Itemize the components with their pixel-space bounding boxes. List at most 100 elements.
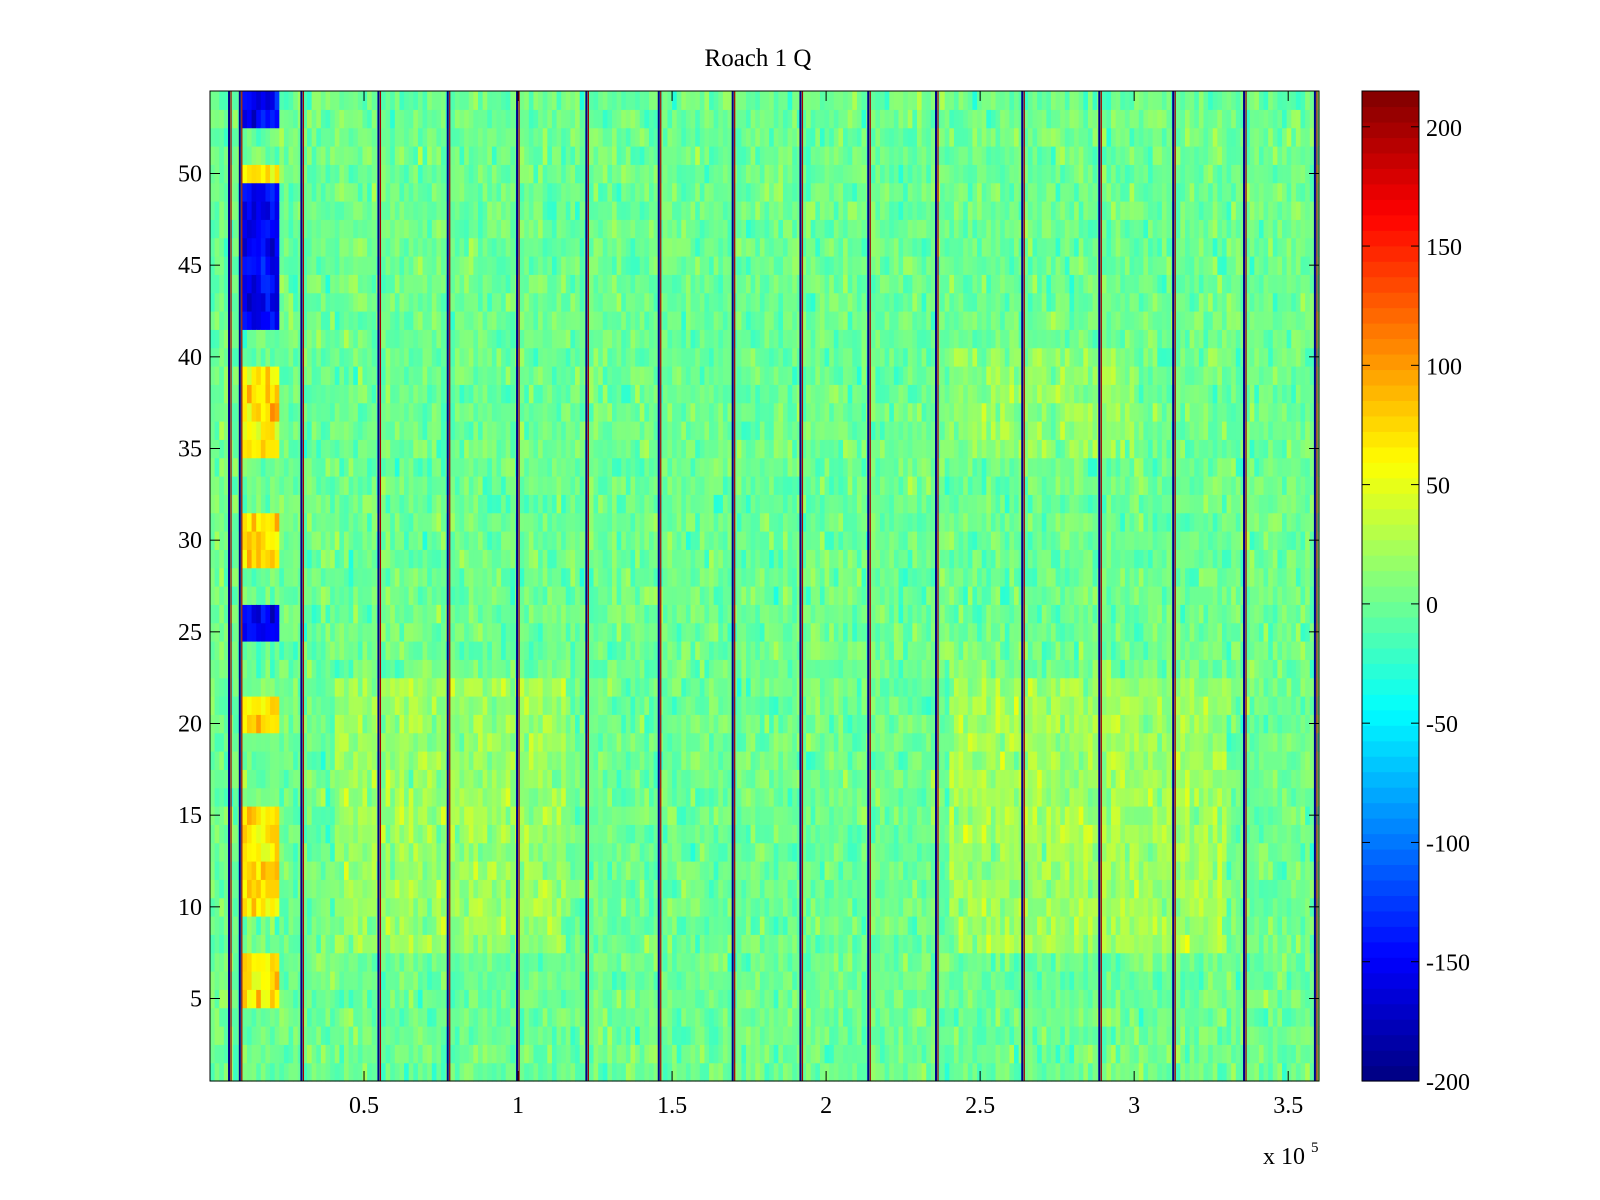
heatmap-cell xyxy=(357,1007,364,1027)
heatmap-cell xyxy=(362,806,368,825)
heatmap-cell xyxy=(394,384,401,404)
heatmap-cell xyxy=(547,439,553,459)
heatmap-cell xyxy=(602,989,608,1009)
heatmap-cell xyxy=(219,347,225,367)
heatmap-cell xyxy=(579,201,585,220)
heatmap-cell xyxy=(607,897,613,917)
heatmap-cell xyxy=(348,787,354,807)
heatmap-cell xyxy=(575,879,581,899)
heatmap-cell xyxy=(616,311,622,330)
heatmap-cell xyxy=(533,457,539,477)
heatmap-cell xyxy=(288,494,294,514)
heatmap-cell xyxy=(505,714,511,734)
heatmap-cell xyxy=(533,677,539,697)
heatmap-cell xyxy=(621,1062,627,1082)
heatmap-cell xyxy=(330,714,336,734)
heatmap-cell xyxy=(344,787,350,807)
heatmap-cell xyxy=(325,604,331,624)
heatmap-cell xyxy=(233,256,239,275)
heatmap-cell xyxy=(556,402,562,422)
heatmap-cell xyxy=(556,952,562,972)
heatmap-cell xyxy=(288,421,294,440)
heatmap-cell xyxy=(219,604,225,624)
heatmap-cell xyxy=(487,256,493,275)
heatmap-cell xyxy=(371,402,377,422)
heatmap-cell xyxy=(311,916,317,935)
heatmap-cell xyxy=(417,806,424,825)
heatmap-cell xyxy=(612,329,618,349)
heatmap-cell xyxy=(399,934,405,954)
heatmap-cell xyxy=(422,494,428,514)
heatmap-cell xyxy=(478,109,484,129)
heatmap-cell xyxy=(223,311,230,330)
heatmap-cell xyxy=(588,842,595,862)
heatmap-cell xyxy=(431,439,438,459)
heatmap-cell xyxy=(427,292,433,312)
heatmap-cell xyxy=(316,861,322,880)
heatmap-cell xyxy=(260,622,267,642)
heatmap-cell xyxy=(404,256,410,275)
heatmap-cell xyxy=(307,586,313,605)
heatmap-cell xyxy=(547,714,553,734)
heatmap-cell xyxy=(551,127,558,147)
heatmap-cell xyxy=(210,146,216,165)
heatmap-cell xyxy=(464,219,470,239)
heatmap-cell xyxy=(441,952,447,972)
heatmap-cell xyxy=(404,384,410,404)
heatmap-cell xyxy=(297,916,304,935)
heatmap-cell xyxy=(219,201,225,220)
heatmap-cell xyxy=(344,696,350,715)
heatmap-cell xyxy=(450,146,456,165)
heatmap-cell xyxy=(528,201,535,220)
heatmap-cell xyxy=(348,659,354,679)
heatmap-cell xyxy=(556,824,562,844)
heatmap-cell xyxy=(547,146,553,165)
heatmap-cell xyxy=(293,971,299,990)
heatmap-cell xyxy=(274,292,280,312)
heatmap-cell xyxy=(538,586,544,605)
heatmap-cell xyxy=(334,824,340,844)
heatmap-cell xyxy=(422,109,428,129)
heatmap-cell xyxy=(283,329,290,349)
heatmap-cell xyxy=(214,732,220,752)
heatmap-cell xyxy=(635,604,641,624)
heatmap-cell xyxy=(344,127,350,147)
heatmap-cell xyxy=(260,109,267,129)
heatmap-cell xyxy=(436,751,442,770)
heatmap-cell xyxy=(478,714,484,734)
heatmap-cell xyxy=(575,201,581,220)
heatmap-cell xyxy=(454,861,461,880)
heatmap-cell xyxy=(593,659,599,679)
heatmap-cell xyxy=(496,806,502,825)
heatmap-cell xyxy=(427,201,433,220)
heatmap-cell xyxy=(588,879,595,899)
heatmap-cell xyxy=(501,861,507,880)
heatmap-cell xyxy=(223,329,230,349)
heatmap-cell xyxy=(242,714,248,734)
heatmap-cell xyxy=(274,751,280,770)
heatmap-cell xyxy=(612,879,618,899)
heatmap-cell xyxy=(422,402,428,422)
heatmap-cell xyxy=(487,127,493,147)
heatmap-cell xyxy=(556,366,562,385)
heatmap-cell xyxy=(441,732,447,752)
heatmap-cell xyxy=(450,347,456,367)
heatmap-cell xyxy=(607,182,613,202)
heatmap-cell xyxy=(251,622,257,642)
heatmap-cell xyxy=(307,897,313,917)
heatmap-cell xyxy=(454,1026,461,1045)
heatmap-cell xyxy=(417,604,424,624)
heatmap-cell xyxy=(320,512,327,532)
heatmap-cell xyxy=(274,916,280,935)
heatmap-cell xyxy=(607,971,613,990)
heatmap-cell xyxy=(413,696,419,715)
heatmap-cell xyxy=(510,1044,516,1064)
heatmap-cell xyxy=(325,274,331,294)
heatmap-cell xyxy=(602,457,608,477)
heatmap-cell xyxy=(233,329,239,349)
heatmap-cell xyxy=(459,549,465,569)
heatmap-cell xyxy=(625,677,632,697)
heatmap-cell xyxy=(394,109,401,129)
heatmap-cell xyxy=(233,274,239,294)
heatmap-cell xyxy=(283,109,290,129)
